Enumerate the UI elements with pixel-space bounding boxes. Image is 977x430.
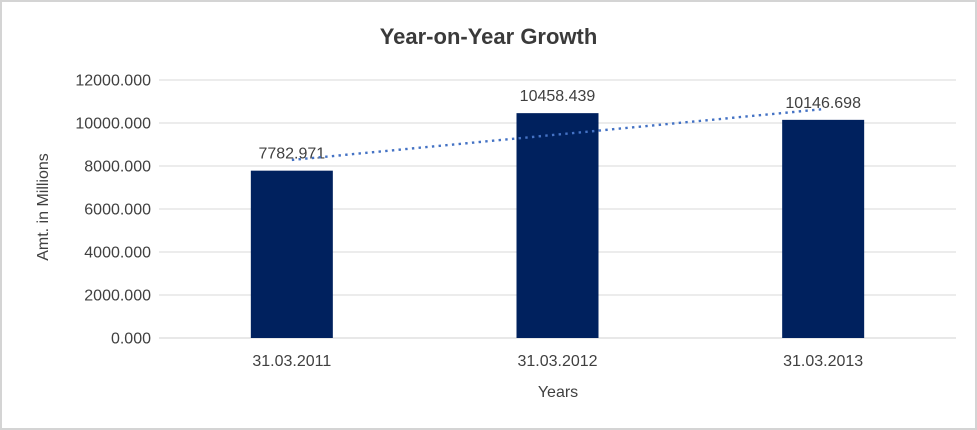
- y-tick-label: 12000.000: [75, 73, 151, 90]
- bar: [250, 170, 333, 338]
- y-tick-label: 6000.000: [84, 202, 151, 219]
- x-category-label: 31.03.2012: [517, 353, 597, 370]
- y-tick-label: 0.000: [111, 331, 151, 348]
- x-axis-title: Years: [537, 384, 579, 401]
- x-category-label: 31.03.2011: [252, 353, 331, 370]
- bar-value-label: 10146.698: [785, 95, 861, 112]
- bar: [516, 113, 599, 339]
- bar-value-label: 10458.439: [520, 88, 596, 105]
- bar-value-label: 7782.971: [258, 146, 325, 163]
- chart-title: Year-on-Year Growth: [379, 24, 598, 49]
- x-category-label: 31.03.2013: [783, 353, 863, 370]
- y-tick-label: 4000.000: [84, 245, 151, 262]
- trendline: [291, 107, 824, 162]
- y-tick-label: 8000.000: [84, 159, 151, 176]
- y-tick-label: 10000.000: [75, 116, 151, 133]
- y-tick-label: 2000.000: [84, 288, 151, 305]
- bar: [782, 119, 865, 338]
